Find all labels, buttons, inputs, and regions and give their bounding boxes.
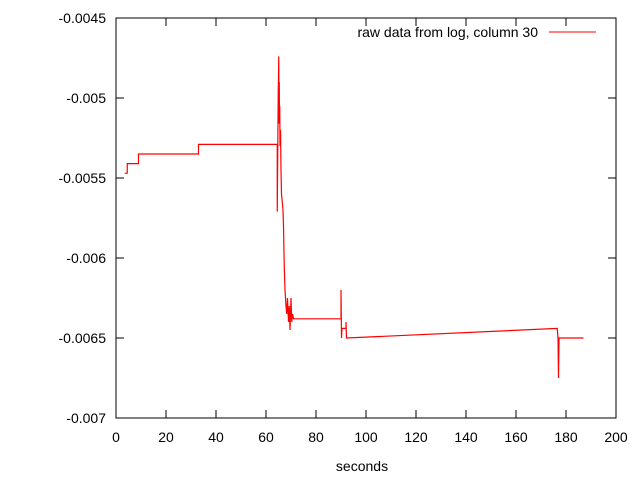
x-axis: 0 20 40 60 80 100 120 140 160 180 200 [112, 18, 628, 445]
y-tick-label: -0.005 [66, 90, 106, 106]
series-layer [124, 56, 584, 379]
plot-border [115, 17, 617, 419]
x-axis-label: seconds [336, 458, 388, 474]
y-tick-label: -0.0055 [59, 170, 107, 186]
y-axis: -0.007 -0.0065 -0.006 -0.0055 -0.005 -0.0045 [59, 10, 616, 426]
x-tick-label: 160 [504, 429, 528, 445]
x-tick-label: 60 [258, 429, 274, 445]
x-tick-label: 180 [554, 429, 578, 445]
x-tick-label: 120 [404, 429, 428, 445]
x-tick-label: 100 [354, 429, 378, 445]
x-tick-label: 0 [112, 429, 120, 445]
y-tick-label: -0.0045 [59, 10, 107, 26]
x-tick-label: 200 [604, 429, 628, 445]
x-tick-label: 140 [454, 429, 478, 445]
x-tick-label: 20 [158, 429, 174, 445]
x-tick-label: 80 [308, 429, 324, 445]
y-tick-label: -0.006 [66, 250, 106, 266]
y-tick-label: -0.007 [66, 410, 106, 426]
series-line [124, 56, 584, 379]
y-tick-label: -0.0065 [59, 330, 107, 346]
x-tick-label: 40 [208, 429, 224, 445]
plot-frame [115, 17, 617, 419]
legend: raw data from log, column 30 [357, 24, 596, 40]
legend-label: raw data from log, column 30 [357, 24, 538, 40]
